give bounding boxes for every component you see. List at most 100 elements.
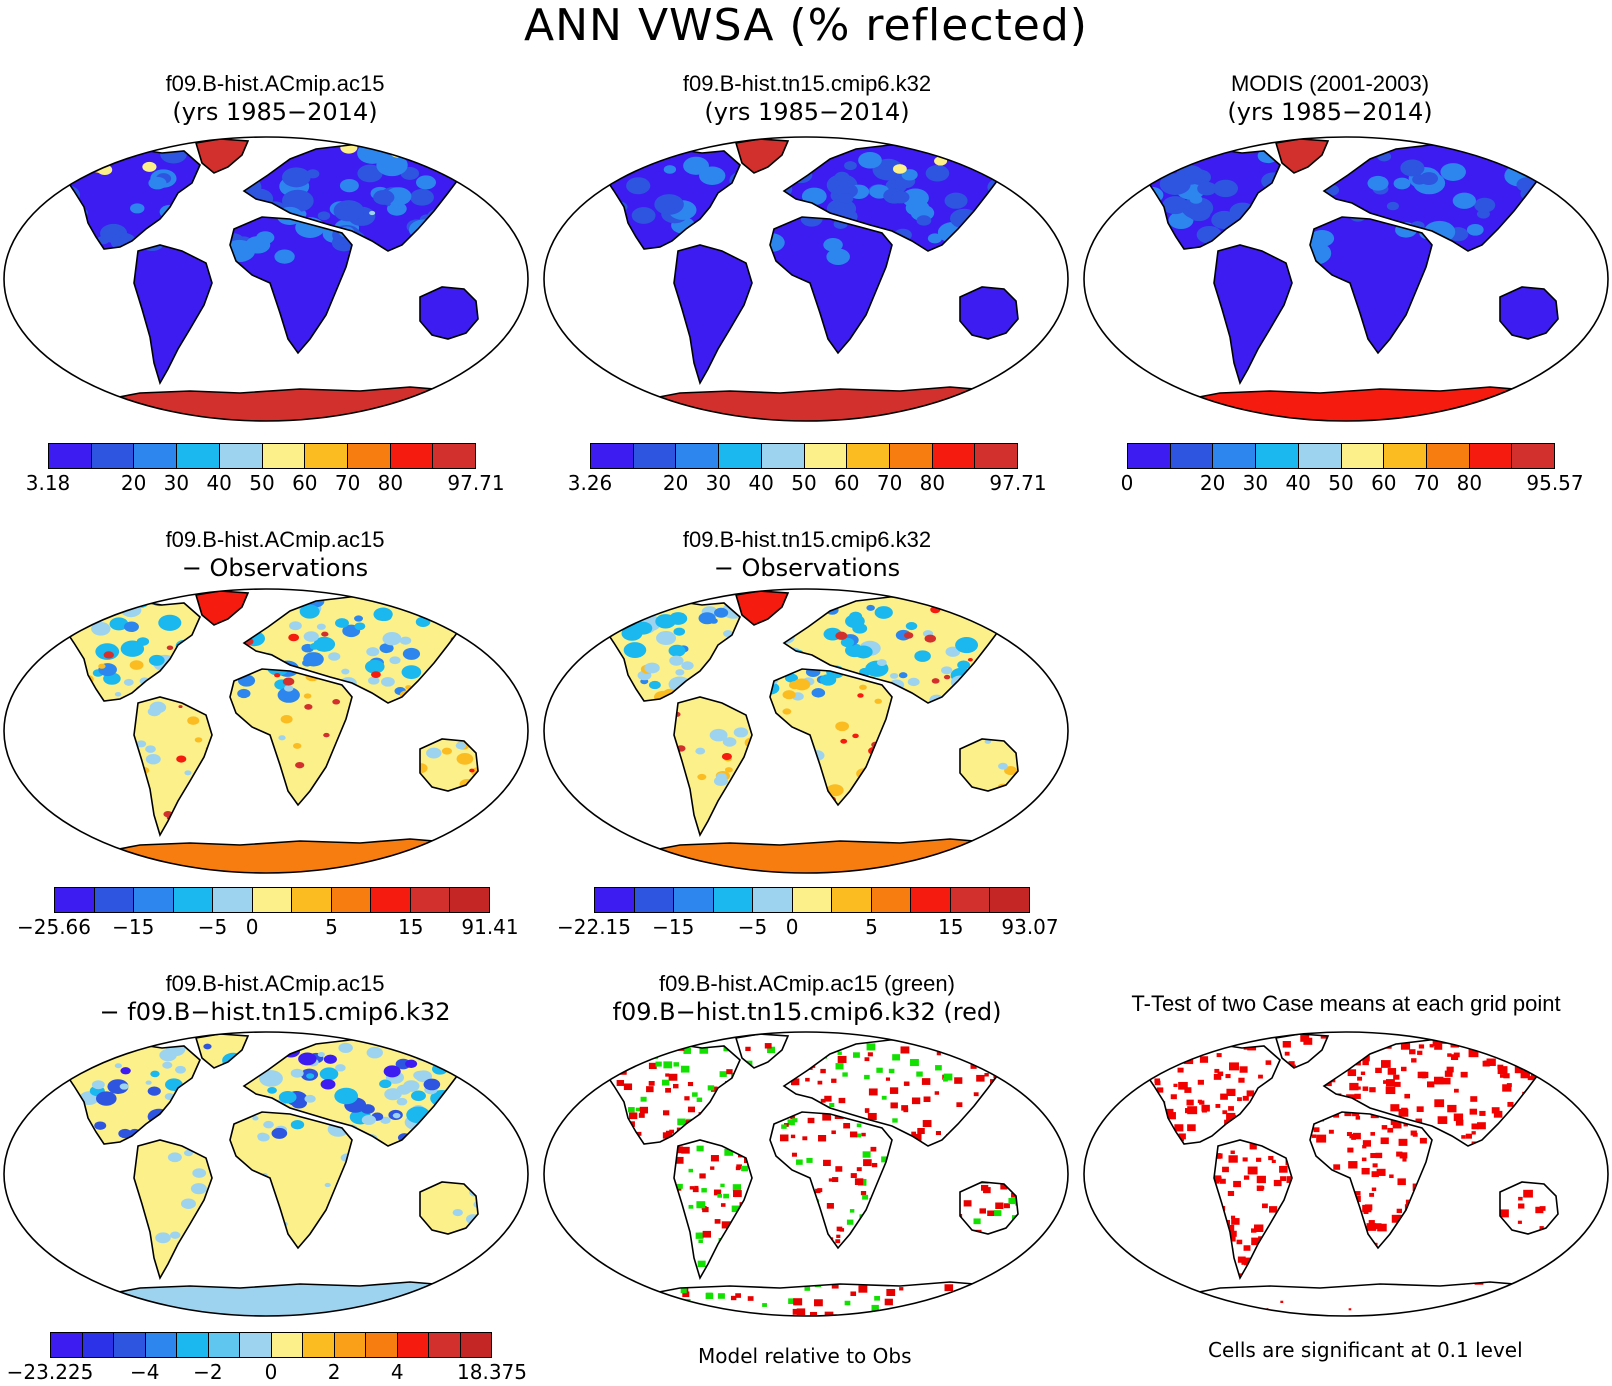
panel-2-title-years: (yrs 1985−2014) [562, 97, 1052, 127]
map-panel-2 [540, 133, 1072, 425]
colorbar-tick-label: 5 [865, 915, 878, 939]
colorbar-tick-label: 50 [791, 471, 816, 495]
panel-4-title: f09.B-hist.ACmip.ac15 − Observations [30, 526, 520, 583]
world-map [540, 1028, 1072, 1320]
colorbar-box [753, 888, 793, 912]
colorbar-box [253, 888, 293, 912]
colorbar-tick-label: 20 [663, 471, 688, 495]
colorbar-box [220, 444, 263, 468]
world-map [0, 133, 532, 425]
colorbar-box [174, 888, 214, 912]
colorbar-tick-label: −4 [130, 1360, 159, 1384]
panel-8-title-text: T-Test of two Case means at each grid po… [1080, 990, 1612, 1017]
colorbar-tick-label: −22.15 [557, 915, 631, 939]
colorbar-tick-label: 4 [391, 1360, 404, 1384]
colorbar-tick-label: 30 [1243, 471, 1268, 495]
colorbar-tick-label: 95.57 [1526, 471, 1583, 495]
colorbar-tick-label: 97.71 [989, 471, 1046, 495]
colorbar-box [1128, 444, 1171, 468]
map-panel-1 [0, 133, 532, 425]
colorbar-box [1342, 444, 1385, 468]
colorbar-tick-label: 20 [121, 471, 146, 495]
colorbar-tick-label: 60 [1371, 471, 1396, 495]
colorbar-box [292, 888, 332, 912]
colorbar-box [398, 1333, 430, 1357]
world-map [540, 585, 1072, 877]
panel-5-title-sub: − Observations [562, 553, 1052, 583]
colorbar-box [674, 888, 714, 912]
colorbar-tick-label: 60 [834, 471, 859, 495]
colorbar-tick-label: 0 [265, 1360, 278, 1384]
colorbar-box [1299, 444, 1342, 468]
colorbar-box [348, 444, 391, 468]
colorbar-tick-label: 15 [398, 915, 423, 939]
colorbar-box [951, 888, 991, 912]
colorbar-box [1384, 444, 1427, 468]
colorbar-tick-label: 30 [706, 471, 731, 495]
panel-8-title: T-Test of two Case means at each grid po… [1080, 990, 1612, 1017]
colorbar-tick-label: 50 [249, 471, 274, 495]
colorbar-box [134, 444, 177, 468]
colorbar-box [911, 888, 951, 912]
colorbar-tick-label: 70 [1414, 471, 1439, 495]
map-panel-3 [1080, 133, 1612, 425]
map-panel-4 [0, 585, 532, 877]
colorbar-tick-label: 3.26 [568, 471, 613, 495]
colorbar-box [433, 444, 475, 468]
colorbar-box [95, 888, 135, 912]
colorbar-tick-label: 70 [335, 471, 360, 495]
colorbar-box [391, 444, 434, 468]
panel-3-title-case: MODIS (2001-2003) [1085, 70, 1575, 97]
colorbar-boxes [50, 1332, 492, 1358]
panel-3-title-years: (yrs 1985−2014) [1085, 97, 1575, 127]
colorbar-box [1512, 444, 1554, 468]
world-map [1080, 1028, 1612, 1320]
colorbar-box [209, 1333, 241, 1357]
colorbar-tick-label: 70 [877, 471, 902, 495]
panel-7-title-case: f09.B-hist.ACmip.ac15 (green) [562, 970, 1052, 997]
colorbar-tick-label: 18.375 [457, 1360, 527, 1384]
colorbar-tick-label: 20 [1200, 471, 1225, 495]
colorbar-box [83, 1333, 115, 1357]
colorbar-tick-label: 3.18 [26, 471, 71, 495]
note-cells-significant: Cells are significant at 0.1 level [1208, 1338, 1523, 1362]
colorbar-boxes [48, 443, 476, 469]
colorbar-tick-label: 80 [920, 471, 945, 495]
colorbar-tick-label: 0 [246, 915, 259, 939]
colorbar-box [92, 444, 135, 468]
colorbar-box [719, 444, 762, 468]
colorbar-box [461, 1333, 492, 1357]
colorbar-tick-label: −15 [112, 915, 154, 939]
colorbar-tick-label: 91.41 [461, 915, 518, 939]
colorbar-tick-label: −2 [193, 1360, 222, 1384]
colorbar-tick-label: 0 [1121, 471, 1134, 495]
panel-1-title-case: f09.B-hist.ACmip.ac15 [30, 70, 520, 97]
colorbar-box [890, 444, 933, 468]
colorbar-box [263, 444, 306, 468]
colorbar-tick-label: 97.71 [447, 471, 504, 495]
colorbar-box [134, 888, 174, 912]
colorbar-tick-label: 15 [938, 915, 963, 939]
panel-4-title-sub: − Observations [30, 553, 520, 583]
colorbar-tick-label: 93.07 [1001, 915, 1058, 939]
colorbar-boxes [54, 887, 490, 913]
world-map [540, 133, 1072, 425]
colorbar-box [676, 444, 719, 468]
note-model-relative: Model relative to Obs [698, 1344, 912, 1368]
colorbar-box [51, 1333, 83, 1357]
panel-7-title-sub: f09.B−hist.tn15.cmip6.k32 (red) [562, 997, 1052, 1027]
colorbar-box [272, 1333, 304, 1357]
world-map [0, 1028, 532, 1320]
colorbar-box [303, 1333, 335, 1357]
colorbar-box [1470, 444, 1513, 468]
panel-5-title: f09.B-hist.tn15.cmip6.k32 − Observations [562, 526, 1052, 583]
world-map [0, 585, 532, 877]
map-panel-7 [540, 1028, 1072, 1320]
colorbar-box [635, 888, 675, 912]
